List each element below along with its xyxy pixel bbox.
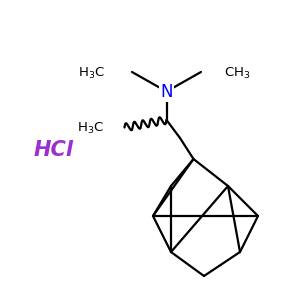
Text: $\mathregular{H_3C}$: $\mathregular{H_3C}$ bbox=[76, 121, 103, 136]
Text: $\mathregular{CH_3}$: $\mathregular{CH_3}$ bbox=[224, 66, 250, 81]
Text: HCl: HCl bbox=[34, 140, 74, 160]
Text: N: N bbox=[160, 82, 173, 100]
Text: $\mathregular{H_3C}$: $\mathregular{H_3C}$ bbox=[78, 66, 105, 81]
